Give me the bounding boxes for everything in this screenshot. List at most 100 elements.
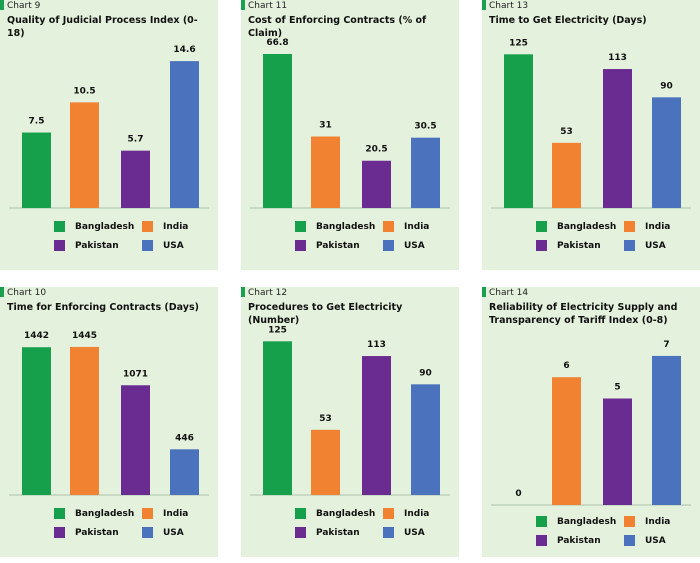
- panel-tab-marker: [0, 287, 4, 297]
- legend-label: Pakistan: [557, 535, 601, 546]
- legend-item-bangladesh: Bangladesh: [536, 221, 616, 232]
- legend-item-pakistan: Pakistan: [295, 240, 360, 251]
- bar-bangladesh: [263, 341, 292, 495]
- legend-label: Bangladesh: [75, 508, 135, 519]
- bar-india: [552, 377, 581, 505]
- legend-swatch: [142, 221, 153, 232]
- bar-plot: 1442 1445 1071 446: [9, 331, 209, 496]
- bar-usa: [411, 384, 440, 495]
- legend-item-usa: USA: [383, 527, 425, 538]
- bar-pakistan: [603, 398, 632, 505]
- panel-tab-marker: [241, 0, 245, 10]
- data-label: 446: [175, 433, 194, 443]
- legend-label: USA: [404, 527, 425, 538]
- data-label: 113: [367, 340, 386, 350]
- legend-swatch: [54, 508, 65, 519]
- data-label: 7.5: [29, 117, 45, 127]
- legend-swatch: [383, 221, 394, 232]
- bar-plot: 7.5 10.5 5.7 14.6: [9, 45, 209, 209]
- legend-swatch: [142, 240, 153, 251]
- chart-12-panel: Chart 12 Procedures to Get Electricity (…: [241, 287, 459, 557]
- legend-label: USA: [645, 240, 666, 251]
- legend-label: Pakistan: [75, 527, 119, 538]
- legend-swatch: [142, 508, 153, 519]
- data-label: 125: [268, 325, 287, 335]
- legend-item-bangladesh: Bangladesh: [295, 221, 375, 232]
- chart-number: Chart 14: [489, 288, 529, 298]
- data-label: 90: [660, 81, 673, 91]
- legend-item-india: India: [383, 221, 429, 232]
- bar-bangladesh: [263, 53, 292, 208]
- data-label: 113: [608, 53, 627, 63]
- legend-item-usa: USA: [383, 240, 425, 251]
- legend-item-india: India: [142, 221, 188, 232]
- bar-bangladesh: [22, 132, 51, 208]
- data-label: 53: [319, 414, 332, 424]
- legend-label: Pakistan: [557, 240, 601, 251]
- chart-title: Procedures to Get Electricity (Number): [248, 302, 403, 326]
- legend-item-pakistan: Pakistan: [295, 527, 360, 538]
- data-label: 1442: [24, 331, 49, 341]
- legend-swatch: [54, 221, 65, 232]
- legend-label: Bangladesh: [557, 221, 617, 232]
- bar-bangladesh: [504, 54, 533, 208]
- data-label: 1445: [72, 331, 97, 341]
- legend-swatch: [383, 527, 394, 538]
- chart-10-panel: Chart 10 Time for Enforcing Contracts (D…: [0, 287, 218, 557]
- data-label: 31: [319, 121, 332, 131]
- bar-usa: [170, 449, 199, 495]
- legend-swatch: [536, 240, 547, 251]
- bar-plot: 125 53 113 90: [250, 325, 450, 496]
- bar-bangladesh: [22, 347, 51, 495]
- data-label: 66.8: [266, 38, 288, 48]
- chart-13-panel: Chart 13 Time to Get Electricity (Days) …: [482, 0, 700, 270]
- data-label: 90: [419, 368, 432, 378]
- legend-item-pakistan: Pakistan: [54, 527, 119, 538]
- bar-india: [311, 136, 340, 208]
- legend-item-bangladesh: Bangladesh: [295, 508, 375, 519]
- legend-swatch: [295, 527, 306, 538]
- chart-9-panel: Chart 9 Quality of Judicial Process Inde…: [0, 0, 218, 270]
- panel-tab-marker: [482, 0, 486, 10]
- bar-plot: 66.8 31 20.5 30.5: [250, 38, 450, 209]
- chart-number: Chart 12: [248, 288, 288, 298]
- bar-pakistan: [362, 160, 391, 208]
- data-label: 30.5: [414, 122, 436, 132]
- legend-label: India: [404, 508, 430, 519]
- bar-india: [552, 142, 581, 208]
- legend-swatch: [295, 221, 306, 232]
- legend-item-pakistan: Pakistan: [54, 240, 119, 251]
- legend-label: India: [645, 516, 671, 527]
- panel-tab-marker: [0, 0, 4, 10]
- legend-item-pakistan: Pakistan: [536, 535, 601, 546]
- legend-label: Bangladesh: [316, 221, 376, 232]
- bar-india: [70, 346, 99, 495]
- legend-label: India: [163, 221, 189, 232]
- panel-tab-marker: [482, 287, 486, 297]
- data-label: 125: [509, 38, 528, 48]
- legend-item-usa: USA: [142, 527, 184, 538]
- chart-11-panel: Chart 11 Cost of Enforcing Contracts (% …: [241, 0, 459, 270]
- bar-pakistan: [121, 150, 150, 208]
- legend-label: India: [645, 221, 671, 232]
- legend-swatch: [624, 221, 635, 232]
- legend-swatch: [383, 240, 394, 251]
- chart-number: Chart 10: [7, 288, 47, 298]
- legend-item-bangladesh: Bangladesh: [536, 516, 616, 527]
- bar-plot: 0 6 5 7: [491, 340, 691, 506]
- legend-label: USA: [645, 535, 666, 546]
- data-label: 5.7: [128, 135, 144, 145]
- chart-number: Chart 9: [7, 1, 41, 11]
- bar-india: [311, 429, 340, 495]
- legend-swatch: [295, 240, 306, 251]
- legend-swatch: [142, 527, 153, 538]
- data-label: 1071: [123, 369, 148, 379]
- legend-swatch: [295, 508, 306, 519]
- bar-usa: [170, 61, 199, 209]
- chart-title: Cost of Enforcing Contracts (% of Claim): [248, 15, 427, 39]
- bar-pakistan: [362, 356, 391, 495]
- legend-label: Pakistan: [316, 240, 360, 251]
- legend-label: USA: [163, 240, 184, 251]
- chart-number: Chart 11: [248, 1, 288, 11]
- legend-item-usa: USA: [142, 240, 184, 251]
